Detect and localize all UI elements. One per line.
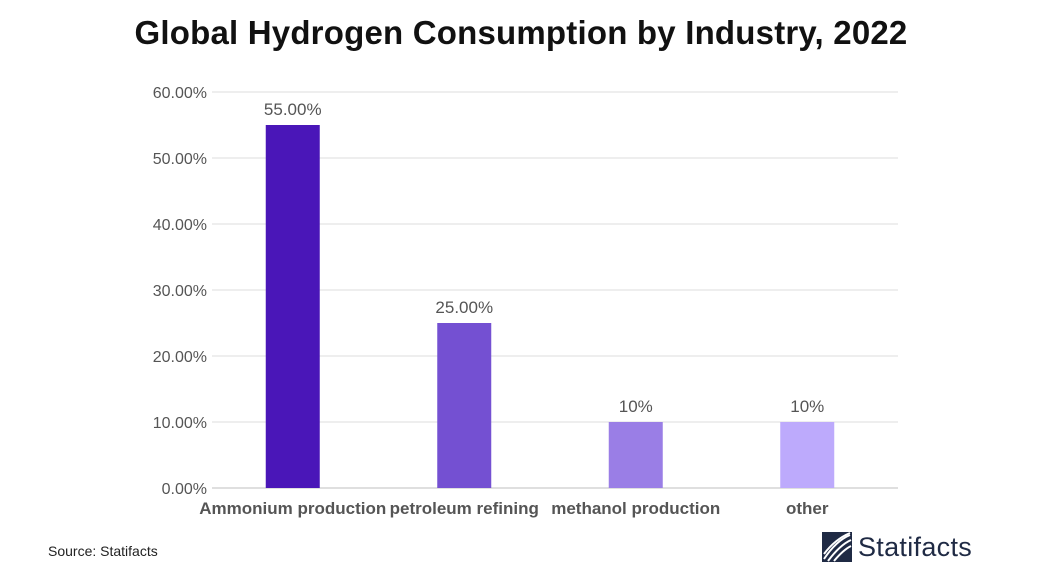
y-tick-label: 50.00% (153, 151, 207, 168)
y-tick-label: 10.00% (153, 415, 207, 432)
source-note: Source: Statifacts (48, 543, 158, 559)
bar (780, 422, 835, 488)
chart-title: Global Hydrogen Consumption by Industry,… (134, 14, 908, 51)
x-tick-label: other (786, 499, 829, 518)
y-tick-label: 0.00% (162, 481, 207, 498)
x-tick-label: methanol production (551, 499, 720, 518)
x-tick-label: Ammonium production (199, 499, 386, 518)
bars (265, 125, 835, 488)
statifacts-logo-icon (822, 532, 852, 562)
y-tick-label: 20.00% (153, 349, 207, 366)
brand-logo: Statifacts (822, 530, 972, 564)
bar (265, 125, 320, 488)
y-tick-label: 40.00% (153, 217, 207, 234)
y-axis-tick-labels: 0.00% 10.00% 20.00% 30.00% 40.00% 50.00% 60.00… (153, 85, 207, 498)
brand-name: Statifacts (858, 531, 973, 562)
data-labels: 55.00% 25.00% 10% 10% (264, 100, 824, 416)
data-label: 10% (790, 397, 824, 416)
bar (608, 422, 663, 488)
data-label: 10% (619, 397, 653, 416)
data-label: 25.00% (435, 298, 493, 317)
bar (437, 323, 492, 488)
gridlines (212, 91, 898, 489)
x-tick-label: petroleum refining (390, 499, 539, 518)
y-tick-label: 30.00% (153, 283, 207, 300)
y-tick-label: 60.00% (153, 85, 207, 102)
data-label: 55.00% (264, 100, 322, 119)
x-axis-tick-labels: Ammonium production petroleum refining met… (199, 499, 829, 518)
